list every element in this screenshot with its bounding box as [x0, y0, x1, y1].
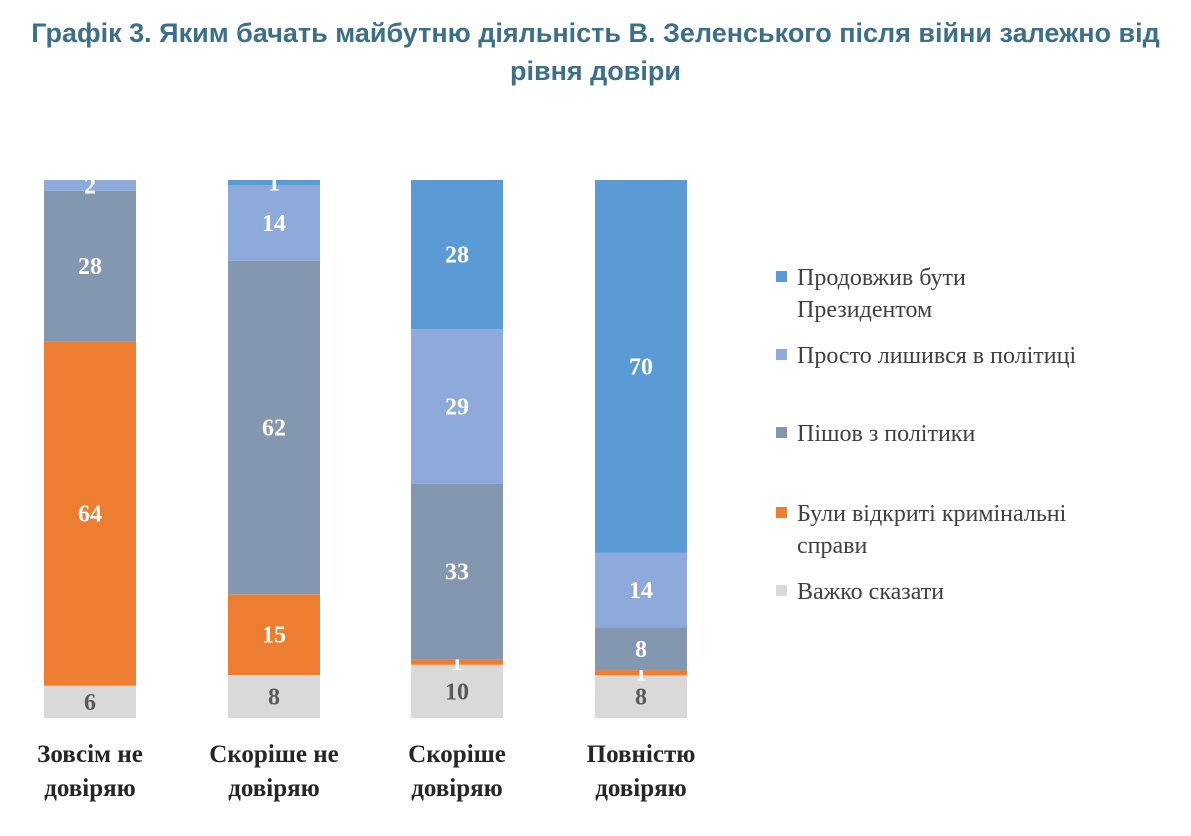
data-label: 10	[445, 679, 469, 705]
bar-segment	[44, 190, 136, 342]
bar-segment	[411, 664, 503, 718]
category-label: Зовсім не	[37, 741, 143, 768]
bar-segment	[228, 260, 320, 595]
bar-segment	[411, 659, 503, 665]
legend-swatch	[776, 349, 787, 360]
category-labels-group: Зовсім не довіряю Скоріше не довіряю Скоріше…	[37, 741, 695, 802]
data-label: 6	[84, 690, 96, 716]
bar-segment	[595, 675, 687, 718]
bar-segment	[595, 180, 687, 553]
data-label: 8	[635, 637, 647, 663]
data-label: 70	[629, 354, 653, 380]
bar-segment	[411, 483, 503, 660]
bar-segment	[595, 627, 687, 671]
bar-segment	[411, 329, 503, 484]
legend-item: Пішов з політики	[776, 418, 1176, 450]
data-label: 8	[635, 685, 647, 711]
bar-segment	[44, 341, 136, 686]
bar-segment	[228, 674, 320, 718]
data-label: 8	[268, 684, 280, 710]
bar-segment	[411, 180, 503, 330]
data-label: 14	[262, 211, 286, 237]
legend-label: Важко сказати	[797, 576, 944, 608]
legend-swatch	[776, 585, 787, 596]
legend-label-line: Були відкриті кримінальні	[797, 501, 1067, 527]
chart-title: Графік 3. Яким бачать майбутню діяльніст…	[0, 14, 1191, 90]
legend-label-line: Пішов з політики	[797, 421, 976, 447]
legend-label-line: Продовжив бути	[797, 265, 966, 291]
category-label: Скоріше	[408, 741, 506, 768]
data-label: 14	[629, 578, 653, 604]
data-label: 33	[445, 560, 469, 586]
bar-segment	[595, 552, 687, 628]
legend-item: Важко сказати	[776, 576, 1176, 608]
chart-title-line-2: рівня довіри	[510, 56, 681, 86]
legend-label: Були відкриті кримінальні справи	[797, 498, 1066, 562]
data-label: 64	[78, 502, 102, 528]
legend-swatch	[776, 271, 787, 282]
bar-segment	[228, 185, 320, 261]
legend-item: Продовжив бути Президентом	[776, 262, 1176, 326]
data-label: 28	[445, 243, 469, 269]
legend-label-line: справи	[797, 533, 868, 559]
bar-segment	[595, 670, 687, 676]
data-label: 2	[84, 173, 96, 199]
legend-label: Просто лишився в політиці	[797, 340, 1076, 372]
legend-swatch	[776, 507, 787, 518]
legend-item: Були відкриті кримінальні справи	[776, 498, 1176, 562]
data-label: 29	[445, 394, 469, 420]
bar-segment	[44, 685, 136, 718]
category-label: довіряю	[44, 775, 136, 802]
legend-label: Продовжив бути Президентом	[797, 262, 966, 326]
legend-label-line: Важко сказати	[797, 579, 945, 605]
legend-label-line: Просто лишився в політиці	[797, 343, 1077, 369]
bar-segment	[228, 594, 320, 675]
category-label: Скоріше не	[209, 741, 338, 768]
data-label: 62	[262, 415, 286, 441]
legend-item: Просто лишився в політиці	[776, 340, 1176, 372]
legend-swatch	[776, 427, 787, 438]
category-label: довіряю	[228, 775, 320, 802]
bar-segment	[228, 180, 320, 186]
data-label: 1	[268, 171, 280, 197]
category-label: довіряю	[411, 775, 503, 802]
category-label: довіряю	[595, 775, 687, 802]
data-label: 28	[78, 254, 102, 280]
data-label: 15	[262, 623, 286, 649]
bar-segment	[44, 180, 136, 191]
legend-label: Пішов з політики	[797, 418, 975, 450]
legend-label-line: Президентом	[797, 297, 933, 323]
chart-title-line-1: Графік 3. Яким бачать майбутню діяльніст…	[31, 18, 1160, 48]
category-label: Повністю	[587, 741, 696, 768]
